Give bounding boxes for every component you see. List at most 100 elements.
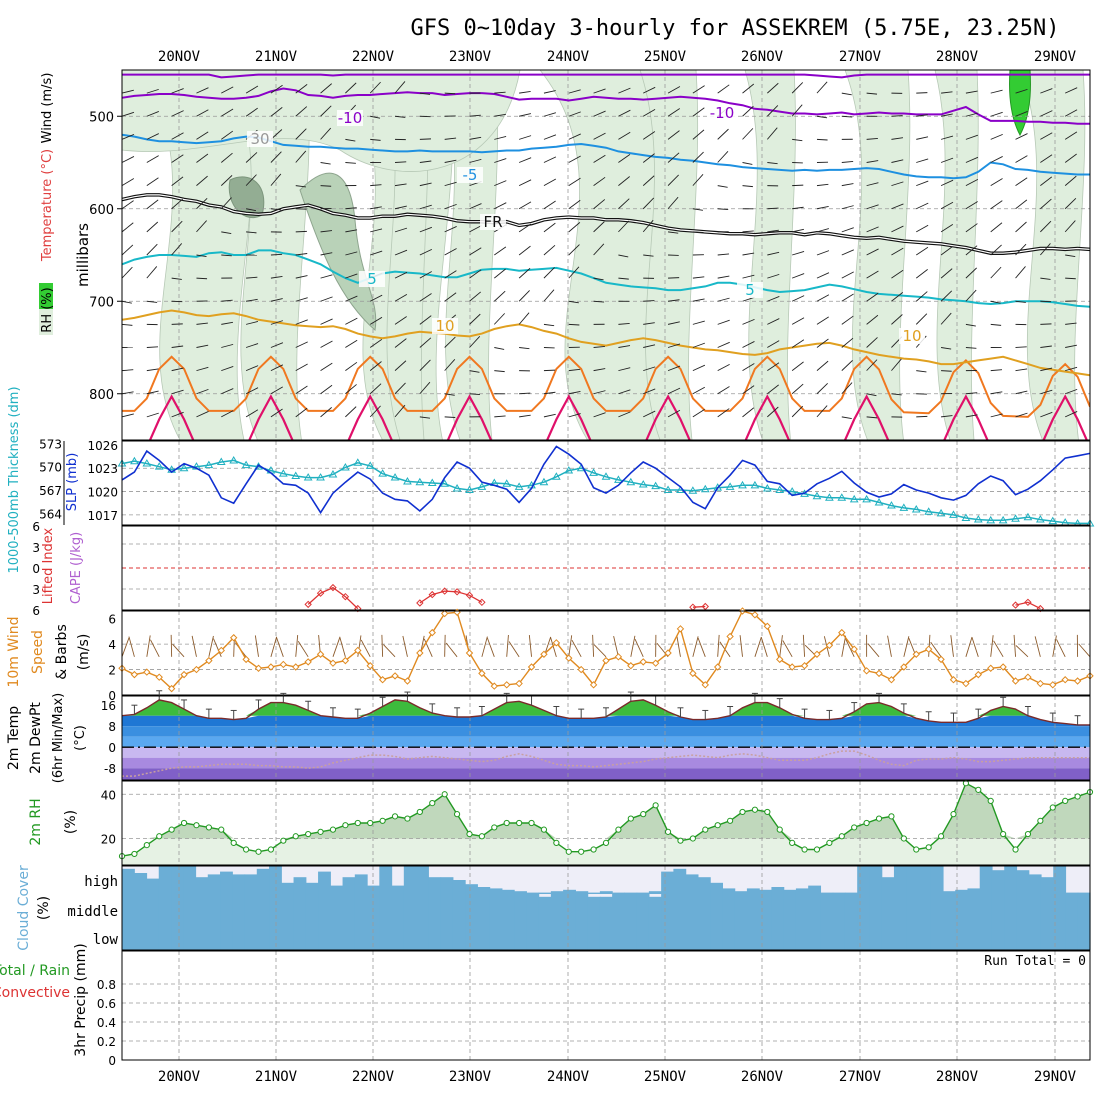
cloud-cell-low <box>1065 922 1079 950</box>
cloud-cell-high <box>158 866 172 894</box>
wind-barb <box>171 323 183 325</box>
wind10m-marker <box>763 622 772 630</box>
wind10m-marker <box>689 669 697 678</box>
thickness-marker <box>1011 514 1020 522</box>
cloud-cell-low <box>906 922 920 950</box>
wind-barb <box>643 410 656 418</box>
wind-barb <box>270 320 283 325</box>
wind-barb <box>246 276 258 279</box>
wind-barb <box>220 152 233 163</box>
wind-barb <box>122 178 135 187</box>
wind10m-marker <box>924 645 933 653</box>
wind-barb-10m <box>339 636 346 657</box>
cloud-cell-low <box>158 922 172 950</box>
cloud-cell-high <box>269 866 282 894</box>
date-label-bottom: 26NOV <box>741 1069 784 1085</box>
wind-barb <box>1015 133 1028 140</box>
wind-barb <box>246 208 257 212</box>
cloud-cell-middle <box>514 894 527 922</box>
cloud-cell-high <box>526 892 540 894</box>
cloud-cell-low <box>367 922 380 950</box>
wind-barb-10m <box>297 641 309 658</box>
thickness-marker <box>874 497 884 506</box>
wind-barb <box>543 267 555 279</box>
wind-barb <box>221 410 234 418</box>
cloud-cell-middle <box>538 896 552 922</box>
cloud-cell-high <box>318 871 331 894</box>
wind-barb <box>320 296 333 302</box>
y-tick-label-left: 573 <box>39 437 62 451</box>
wind-barb <box>618 87 631 94</box>
rh2m-marker <box>391 813 399 820</box>
wind-barb <box>171 411 184 418</box>
wind-barb <box>245 107 258 117</box>
wind-barb <box>593 243 605 256</box>
cloud-cell-high <box>906 866 920 894</box>
wind-barb <box>965 392 978 395</box>
rh2m-marker <box>156 833 163 840</box>
cloud-cell-middle <box>599 896 613 922</box>
cloud-cell-high <box>1016 870 1030 894</box>
wind-barb <box>941 91 953 94</box>
wind-barb <box>642 219 654 233</box>
cloud-cell-middle <box>636 894 650 922</box>
cloud-cell-high <box>820 892 834 894</box>
thickness-marker <box>775 485 785 493</box>
cloud-level-label: high <box>84 874 118 890</box>
wind-barb <box>841 360 853 371</box>
wind10m-marker <box>478 669 486 678</box>
wind-barb <box>146 368 159 372</box>
wind-barb <box>196 344 209 348</box>
wind-barb <box>221 130 234 140</box>
thickness-marker <box>911 504 921 513</box>
cloud-cell-low <box>759 922 773 950</box>
wind-barb <box>171 132 184 140</box>
cloud-cell-high <box>379 866 393 894</box>
cloud-cell-low <box>501 922 515 950</box>
wind10m-marker <box>217 646 225 655</box>
cloud-cell-middle <box>1077 894 1091 922</box>
wind-barb <box>990 222 1003 233</box>
cloud-cell-high <box>930 866 944 894</box>
wind-barb <box>122 133 135 140</box>
wind-barb <box>419 271 432 279</box>
li-marker <box>341 592 350 601</box>
wind-barb <box>270 173 282 186</box>
wind-barb <box>766 127 778 140</box>
cloud-cell-middle <box>305 894 319 922</box>
wind-barb <box>915 291 928 302</box>
wind-barb <box>990 156 1003 163</box>
li-marker <box>1011 601 1020 609</box>
cloud-cell-high <box>599 891 613 894</box>
cloud-cell-high <box>563 889 576 894</box>
cloud-cell-high <box>1053 866 1067 894</box>
wind-barb <box>816 206 829 210</box>
wind-barb <box>171 243 183 256</box>
wind-barb <box>642 175 655 186</box>
wind-barb-10m <box>445 642 458 658</box>
thickness-marker <box>365 461 375 469</box>
wind10m-marker <box>242 655 250 664</box>
wind-barb <box>270 364 284 372</box>
cloud-cell-high <box>661 871 674 894</box>
thickness-marker <box>514 482 524 490</box>
wind-barb <box>742 363 755 372</box>
cloud-cell-middle <box>1028 894 1042 922</box>
temp-band <box>122 699 1090 716</box>
wind-barb <box>1015 266 1026 279</box>
cloud-cell-low <box>1077 922 1091 950</box>
wind-barb <box>196 220 207 233</box>
wind10m-marker <box>1011 677 1020 685</box>
wind-barb <box>171 88 184 94</box>
cloud-cell-high <box>857 866 871 894</box>
wind-barb <box>1015 243 1027 256</box>
cloud-cell-middle <box>820 894 834 922</box>
thickness-marker <box>849 494 859 503</box>
wind-barb <box>841 227 854 233</box>
wind-barb <box>816 360 829 371</box>
bottom-date-labels: 20NOV 21NOV 22NOV 23NOV 24NOV 25NOV 26NOV 27NOV… <box>158 1069 1077 1085</box>
cloud-cell-high <box>746 888 760 894</box>
y-tick-label: 0 <box>108 689 116 703</box>
wind-barb <box>419 315 432 325</box>
li-marker <box>440 587 449 595</box>
